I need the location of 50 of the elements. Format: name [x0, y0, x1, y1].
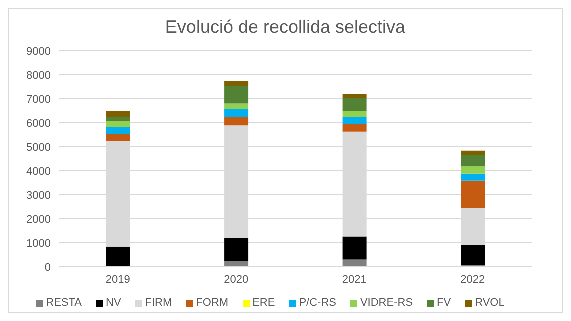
- x-tick-label: 2021: [342, 274, 367, 286]
- bar: [224, 104, 249, 110]
- bar: [106, 117, 130, 122]
- bar: [461, 166, 486, 174]
- chart-title: Evolució de recollida selectiva: [164, 17, 407, 39]
- bar: [342, 117, 367, 124]
- legend-label: ERE: [252, 297, 276, 309]
- x-tick-label: 2022: [460, 274, 486, 286]
- y-tick-label: 0: [44, 262, 51, 274]
- bar: [106, 128, 130, 134]
- legend-label: NV: [106, 297, 122, 309]
- bar: [342, 98, 367, 111]
- legend-label: RESTA: [46, 297, 82, 309]
- bar: [342, 111, 367, 118]
- bar: [224, 110, 249, 118]
- bar: [342, 124, 367, 132]
- bar: [342, 236, 367, 260]
- bar: [106, 134, 130, 142]
- legend-label: FV: [437, 297, 452, 309]
- y-tick-label: 9000: [26, 46, 51, 58]
- y-tick-label: 5000: [26, 142, 51, 154]
- bar: [461, 150, 486, 156]
- bar: [342, 94, 367, 99]
- legend-label: RVOL: [475, 297, 505, 309]
- legend-label: VIDRE-RS: [360, 297, 414, 309]
- y-tick-label: 1000: [26, 238, 51, 250]
- legend-label: FORM: [196, 297, 229, 309]
- bar: [224, 86, 249, 104]
- y-tick-label: 3000: [26, 190, 51, 202]
- bar: [106, 111, 130, 118]
- legend-label: FIRM: [145, 297, 172, 309]
- y-tick-label: 8000: [26, 70, 51, 82]
- bar: [461, 245, 486, 266]
- bar: [224, 117, 249, 126]
- legend-label: P/C-RS: [299, 297, 336, 309]
- x-tick-label: 2020: [224, 274, 249, 286]
- bar: [106, 121, 130, 128]
- y-tick-label: 6000: [26, 118, 51, 130]
- bar: [461, 155, 486, 167]
- bar: [224, 238, 249, 262]
- bar: [342, 260, 367, 267]
- bar: [461, 174, 486, 181]
- y-tick-label: 4000: [26, 166, 51, 178]
- bar: [106, 246, 130, 267]
- bar: [224, 261, 249, 267]
- y-tick-label: 7000: [26, 94, 51, 106]
- bar: [224, 81, 249, 86]
- y-tick-label: 2000: [26, 214, 51, 226]
- x-tick-label: 2019: [106, 274, 130, 286]
- bar: [461, 180, 486, 208]
